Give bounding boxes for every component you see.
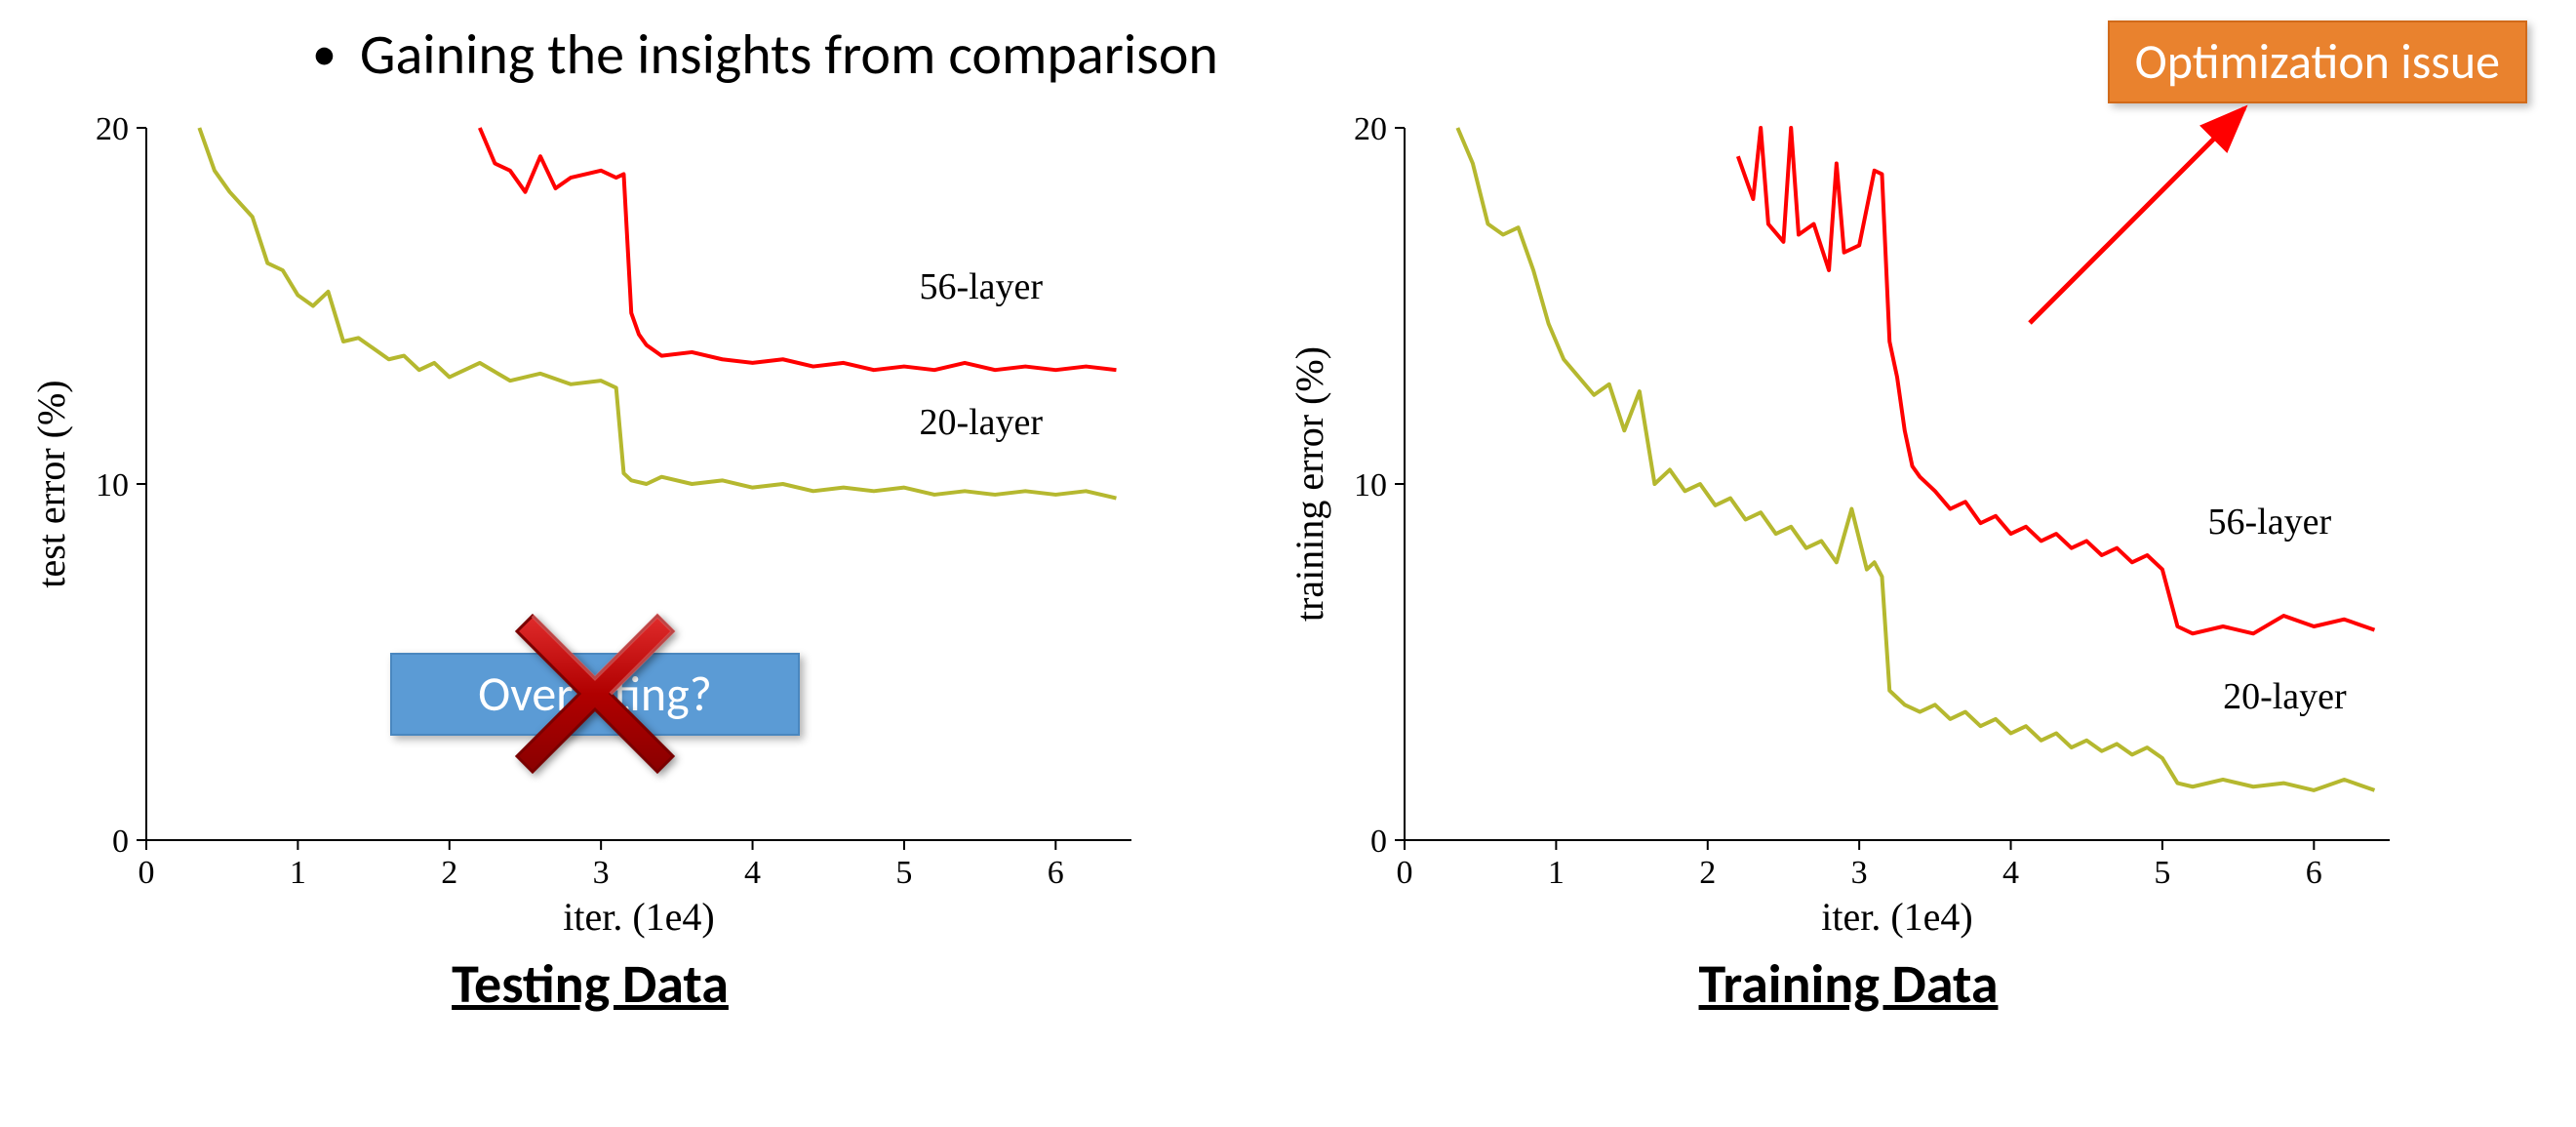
svg-text:20-layer: 20-layer: [2223, 676, 2347, 717]
left-chart-title: Testing Data: [20, 951, 1161, 1018]
right-chart-title: Training Data: [1278, 951, 2419, 1018]
svg-text:10: 10: [96, 467, 129, 503]
x-mark-icon: [497, 596, 693, 791]
bullet-dot: •: [312, 24, 337, 84]
svg-text:56-layer: 56-layer: [919, 266, 1043, 307]
svg-text:4: 4: [744, 855, 761, 891]
svg-text:2: 2: [1699, 855, 1716, 891]
svg-text:0: 0: [1370, 824, 1387, 860]
svg-text:56-layer: 56-layer: [2208, 502, 2332, 543]
arrow-icon: [1991, 89, 2283, 342]
svg-text:1: 1: [290, 855, 306, 891]
svg-text:6: 6: [2306, 855, 2322, 891]
charts-container: 01020012345656-layer20-layeriter. (1e4)t…: [39, 99, 2537, 1018]
left-chart: 0 10 20 0 1 2 3 4 5 6 56-layer 20-layer iter. (1e4) t…: [20, 99, 1161, 947]
svg-text:test error (%): test error (%): [29, 380, 73, 587]
svg-text:6: 6: [1048, 855, 1064, 891]
callout-text: Optimization issue: [2135, 32, 2500, 92]
svg-text:5: 5: [2154, 855, 2170, 891]
svg-text:3: 3: [593, 855, 610, 891]
svg-text:0: 0: [112, 824, 129, 860]
svg-text:0: 0: [139, 855, 155, 891]
svg-text:iter. (1e4): iter. (1e4): [1821, 895, 1973, 939]
svg-text:5: 5: [895, 855, 912, 891]
svg-text:training error (%): training error (%): [1288, 346, 1331, 622]
svg-text:20-layer: 20-layer: [919, 402, 1043, 443]
svg-text:3: 3: [1851, 855, 1868, 891]
bullet-text: Gaining the insights from comparison: [360, 20, 1218, 89]
svg-text:20: 20: [1354, 111, 1387, 147]
svg-text:2: 2: [441, 855, 457, 891]
overfit-annotation: Overfitting?: [390, 635, 800, 752]
svg-text:1: 1: [1548, 855, 1565, 891]
svg-text:4: 4: [2002, 855, 2019, 891]
svg-text:10: 10: [1354, 467, 1387, 503]
svg-text:20: 20: [96, 111, 129, 147]
left-chart-wrap: 0 10 20 0 1 2 3 4 5 6 56-layer 20-layer iter. (1e4) t…: [20, 99, 1161, 1018]
svg-text:0: 0: [1397, 855, 1413, 891]
svg-text:iter. (1e4): iter. (1e4): [563, 895, 715, 939]
